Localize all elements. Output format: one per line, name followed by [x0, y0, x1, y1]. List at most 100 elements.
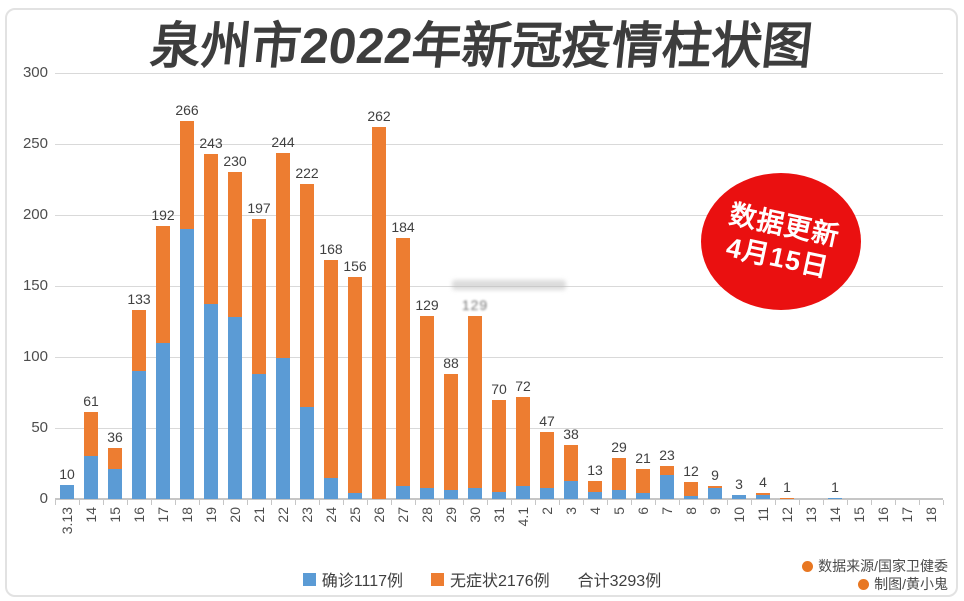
bar-total-label: 23: [659, 447, 675, 464]
bar-segment-confirmed: [396, 486, 410, 499]
bar-segment-asymptomatic: [516, 396, 530, 487]
bar-segment-confirmed: [732, 494, 746, 499]
x-axis-tick: [847, 500, 848, 505]
x-axis-tick: [79, 500, 80, 505]
credit-source-row: 数据来源/国家卫健委: [802, 557, 948, 575]
x-axis-tick: [127, 500, 128, 505]
x-axis-label: 4: [587, 507, 603, 515]
x-axis-label: 29: [443, 507, 459, 523]
bar-total-label: 29: [611, 438, 627, 455]
x-axis-label: 5: [611, 507, 627, 515]
bar-total-label: 70: [491, 380, 507, 397]
bar-segment-confirmed: [636, 493, 650, 499]
gridline: [55, 357, 943, 358]
x-axis-label: 10: [731, 507, 747, 523]
bar-segment-asymptomatic: [348, 277, 362, 494]
bar-segment-asymptomatic: [756, 493, 770, 495]
y-axis-label: 50: [31, 419, 48, 436]
y-axis-label: 0: [39, 490, 48, 507]
bar-segment-asymptomatic: [780, 497, 794, 499]
x-axis-tick: [775, 500, 776, 505]
bar-segment-confirmed: [588, 491, 602, 499]
x-axis-tick: [343, 500, 344, 505]
bar-segment-confirmed: [348, 493, 362, 499]
bar-total-label: 47: [539, 413, 555, 430]
bar-segment-asymptomatic: [180, 121, 194, 230]
bar-total-label: 36: [107, 428, 123, 445]
orange-dot-icon: [802, 560, 814, 572]
x-axis-line: [55, 498, 943, 500]
x-axis-tick: [319, 500, 320, 505]
bar-total-label: 168: [319, 241, 343, 258]
bar-total-label: 230: [223, 153, 247, 170]
legend-item-asymptomatic: 无症状2176例: [431, 567, 550, 591]
x-axis-tick: [727, 500, 728, 505]
legend-confirmed-label: 确诊1117例: [321, 573, 403, 590]
bar-total-label: 244: [271, 133, 295, 150]
asymptomatic-swatch-icon: [431, 572, 444, 586]
x-axis-tick: [583, 500, 584, 505]
bar-total-label: 38: [563, 426, 579, 443]
bar-segment-asymptomatic: [564, 445, 578, 481]
x-axis-label: 15: [107, 507, 123, 523]
x-axis-label: 18: [179, 507, 195, 523]
legend: 确诊1117例 无症状2176例 合计3293例: [0, 567, 964, 591]
x-axis-label: 17: [155, 507, 171, 523]
update-badge-text: 数据更新 4月15日: [719, 198, 843, 286]
bar-total-label: 3: [735, 475, 743, 492]
x-axis-tick: [247, 500, 248, 505]
x-axis-label: 6: [635, 507, 651, 515]
x-axis-label: 4.1: [515, 507, 531, 527]
bar-segment-asymptomatic: [612, 457, 626, 491]
credit-author-label: 制图/黄小鬼: [874, 576, 948, 592]
y-axis-label: 250: [22, 135, 48, 152]
gridline: [55, 215, 943, 216]
bar-segment-confirmed: [444, 490, 458, 499]
credits: 数据来源/国家卫健委 制图/黄小鬼: [802, 557, 948, 593]
credit-source-label: 数据来源/国家卫健委: [818, 558, 948, 574]
bar-segment-confirmed: [300, 406, 314, 499]
x-axis-tick: [199, 500, 200, 505]
legend-item-total: 合计3293例: [578, 567, 662, 591]
x-axis-label: 31: [491, 507, 507, 523]
x-axis-tick: [871, 500, 872, 505]
x-axis-label: 19: [203, 507, 219, 523]
bar-total-label: 243: [199, 134, 223, 151]
x-axis-tick: [463, 500, 464, 505]
x-axis-tick: [799, 500, 800, 505]
x-axis-label: 21: [251, 507, 267, 523]
bar-segment-confirmed: [156, 342, 170, 499]
bar-segment-confirmed: [708, 487, 722, 499]
x-axis-tick: [367, 500, 368, 505]
x-axis-tick: [151, 500, 152, 505]
orange-dot-icon: [858, 578, 870, 590]
bar-segment-asymptomatic: [252, 219, 266, 375]
bar-segment-asymptomatic: [636, 469, 650, 494]
legend-item-confirmed: 确诊1117例: [302, 567, 403, 591]
credit-author-row: 制图/黄小鬼: [802, 575, 948, 593]
y-axis-label: 200: [22, 206, 48, 223]
bar-segment-confirmed: [252, 374, 266, 499]
x-axis-tick: [415, 500, 416, 505]
bar-total-label: 4: [759, 474, 767, 491]
bar-segment-asymptomatic: [420, 315, 434, 488]
x-axis-tick: [223, 500, 224, 505]
x-axis-tick: [391, 500, 392, 505]
bar-segment-asymptomatic: [660, 466, 674, 475]
bar-total-label: 9: [711, 467, 719, 484]
bar-total-label: 129: [461, 296, 489, 313]
x-axis-label: 23: [299, 507, 315, 523]
x-axis-tick: [607, 500, 608, 505]
bar-segment-confirmed: [756, 494, 770, 499]
bar-segment-confirmed: [276, 358, 290, 499]
x-axis-label: 2: [539, 507, 555, 515]
gridline: [55, 73, 943, 74]
x-axis-tick: [823, 500, 824, 505]
x-axis-tick: [439, 500, 440, 505]
bar-total-label: 156: [343, 258, 367, 275]
bar-segment-asymptomatic: [276, 152, 290, 359]
x-axis-label: 20: [227, 507, 243, 523]
x-axis-tick: [655, 500, 656, 505]
bar-total-label: 10: [59, 465, 75, 482]
bar-segment-confirmed: [468, 487, 482, 499]
